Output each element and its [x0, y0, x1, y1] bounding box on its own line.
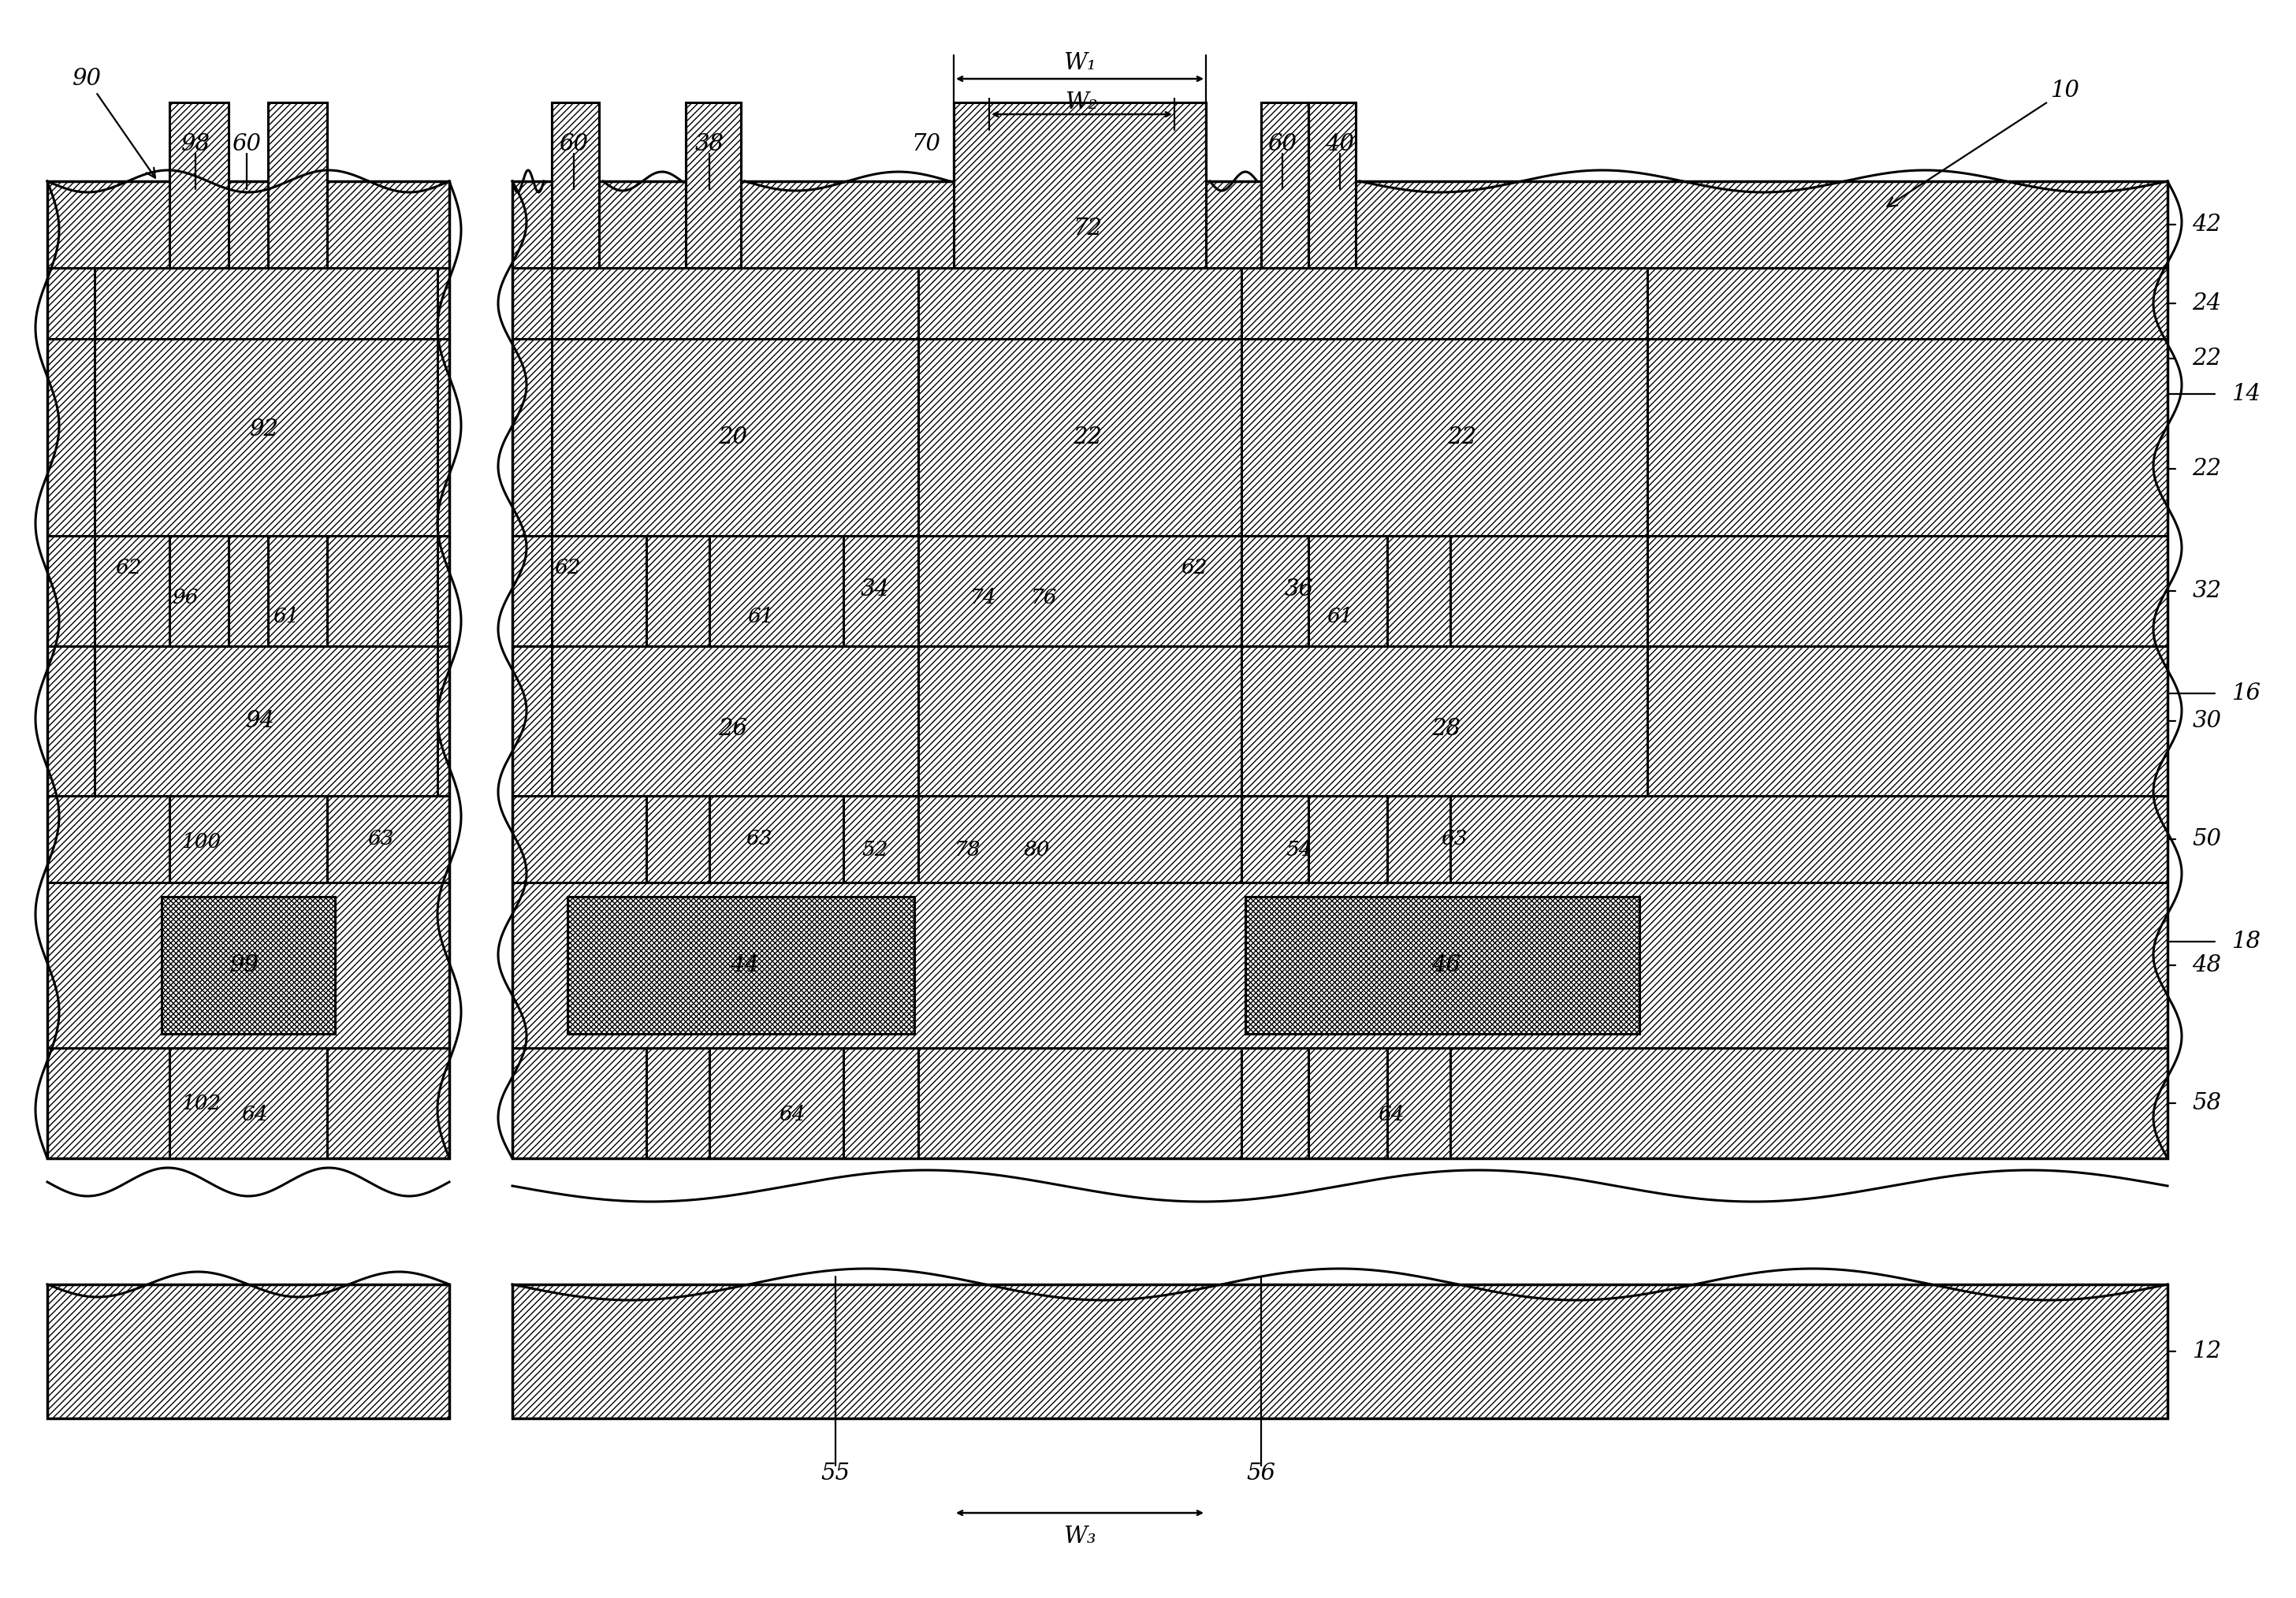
- Text: 55: 55: [822, 1462, 850, 1485]
- Text: 64: 64: [778, 1106, 806, 1125]
- Bar: [170, 1048, 326, 1159]
- Bar: [1242, 1048, 1309, 1159]
- Text: 12: 12: [2193, 1341, 2223, 1363]
- Bar: [645, 1048, 709, 1159]
- Text: 76: 76: [1031, 588, 1058, 607]
- Text: 102: 102: [181, 1093, 220, 1112]
- Text: 62: 62: [1180, 558, 1208, 577]
- Bar: [953, 102, 1205, 268]
- Text: 64: 64: [241, 1106, 269, 1125]
- Bar: [1261, 102, 1309, 268]
- Text: 20: 20: [719, 427, 748, 449]
- Bar: [1309, 102, 1355, 268]
- Bar: [843, 535, 918, 646]
- Text: 72: 72: [1072, 217, 1102, 240]
- Bar: [843, 1048, 918, 1159]
- Text: W₂: W₂: [1065, 91, 1097, 113]
- Bar: [512, 181, 2167, 1159]
- Text: 70: 70: [912, 133, 941, 155]
- Text: 42: 42: [2193, 214, 2223, 235]
- Text: 61: 61: [1327, 606, 1352, 626]
- Text: 32: 32: [2193, 580, 2223, 602]
- Text: 62: 62: [115, 558, 142, 577]
- Text: 26: 26: [719, 718, 748, 740]
- Text: 54: 54: [1286, 839, 1311, 860]
- Text: 48: 48: [2193, 954, 2223, 976]
- Text: 94: 94: [246, 710, 276, 732]
- Bar: [567, 896, 914, 1034]
- Bar: [687, 102, 742, 268]
- Text: 60: 60: [560, 133, 588, 155]
- Text: 46: 46: [1433, 954, 1460, 976]
- Text: 90: 90: [71, 67, 156, 177]
- Bar: [1387, 535, 1451, 646]
- Text: 38: 38: [696, 133, 723, 155]
- Text: 24: 24: [2193, 292, 2223, 315]
- Text: 52: 52: [861, 839, 889, 860]
- Text: 96: 96: [172, 588, 197, 607]
- Text: 60: 60: [232, 133, 262, 155]
- Text: 22: 22: [1446, 427, 1476, 449]
- Bar: [48, 181, 450, 1159]
- Text: 98: 98: [181, 133, 209, 155]
- Text: 61: 61: [273, 606, 298, 626]
- Bar: [551, 102, 599, 268]
- Bar: [269, 102, 326, 268]
- Text: 64: 64: [1378, 1106, 1405, 1125]
- Bar: [1387, 1048, 1451, 1159]
- Text: 63: 63: [746, 829, 771, 849]
- Bar: [645, 796, 709, 882]
- Bar: [1242, 796, 1309, 882]
- Text: W₁: W₁: [1063, 53, 1095, 74]
- Bar: [645, 535, 709, 646]
- Text: 56: 56: [1247, 1462, 1277, 1485]
- Text: 61: 61: [748, 606, 774, 626]
- Bar: [170, 535, 230, 646]
- Bar: [1244, 896, 1639, 1034]
- Bar: [512, 1285, 2167, 1419]
- Text: 14: 14: [2232, 384, 2262, 404]
- Text: 36: 36: [1283, 578, 1313, 601]
- Text: 60: 60: [1267, 133, 1297, 155]
- Text: 34: 34: [861, 578, 889, 601]
- Text: 16: 16: [2232, 682, 2262, 705]
- Bar: [269, 535, 326, 646]
- Bar: [48, 1285, 450, 1419]
- Bar: [161, 896, 335, 1034]
- Text: 50: 50: [2193, 828, 2223, 850]
- Text: 40: 40: [1325, 133, 1355, 155]
- Text: W₃: W₃: [1063, 1526, 1095, 1547]
- Bar: [1242, 535, 1309, 646]
- Text: 30: 30: [2193, 710, 2223, 732]
- Text: 92: 92: [250, 419, 278, 441]
- Text: 62: 62: [553, 558, 581, 577]
- Text: 63: 63: [367, 829, 395, 849]
- Text: 99: 99: [230, 954, 259, 976]
- Text: 74: 74: [971, 588, 996, 607]
- Text: 28: 28: [1433, 718, 1460, 740]
- Text: 63: 63: [1442, 829, 1467, 849]
- Text: 58: 58: [2193, 1091, 2223, 1114]
- Bar: [843, 796, 918, 882]
- Text: 80: 80: [1024, 839, 1049, 860]
- Text: 100: 100: [181, 831, 220, 852]
- Text: 22: 22: [2193, 457, 2223, 479]
- Text: 78: 78: [955, 839, 980, 860]
- Text: 10: 10: [1887, 80, 2080, 206]
- Bar: [1387, 796, 1451, 882]
- Text: 22: 22: [1072, 427, 1102, 449]
- Text: 22: 22: [2193, 347, 2223, 369]
- Text: 44: 44: [730, 954, 760, 976]
- Bar: [170, 796, 326, 882]
- Text: 18: 18: [2232, 930, 2262, 952]
- Bar: [170, 102, 230, 268]
